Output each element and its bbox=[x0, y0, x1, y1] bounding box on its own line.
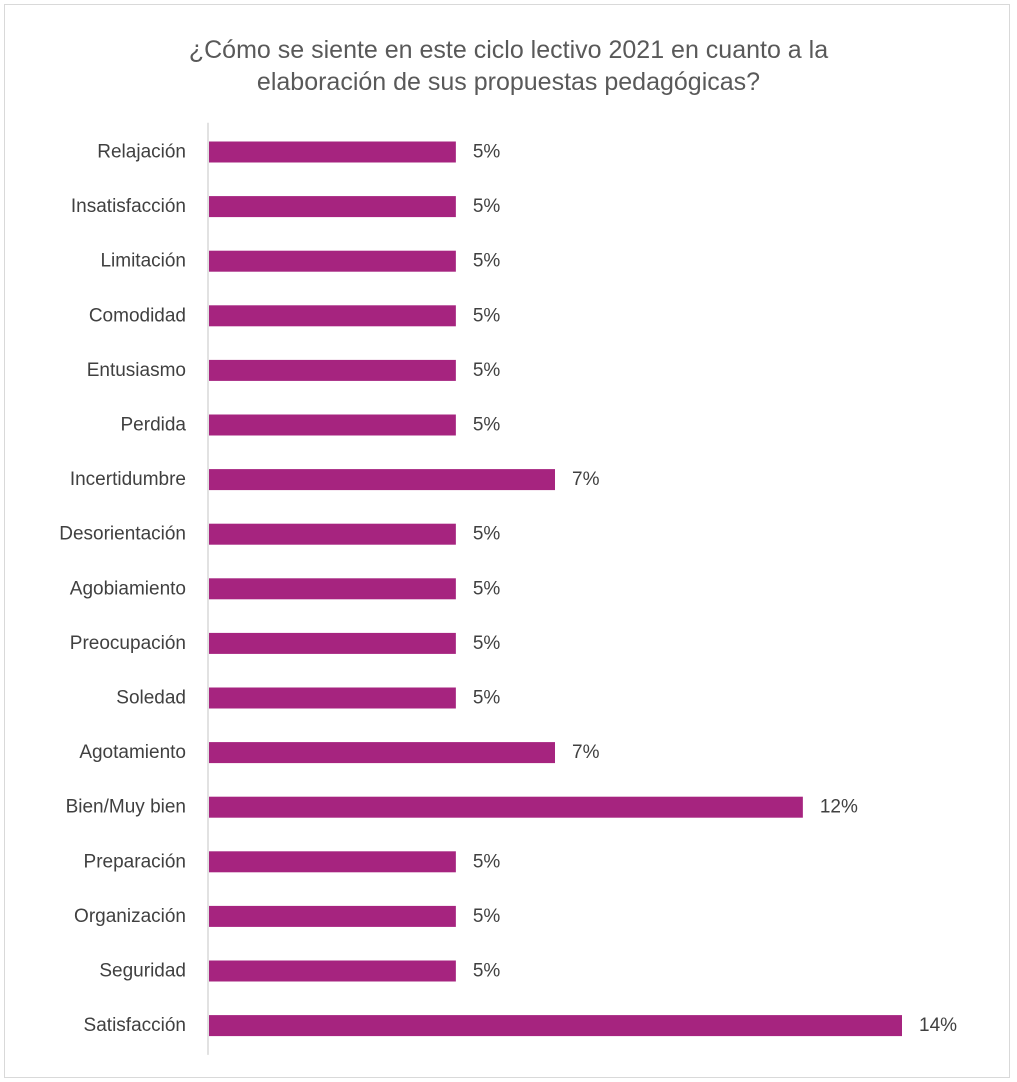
value-label: 5% bbox=[473, 851, 501, 872]
value-label: 5% bbox=[473, 906, 501, 927]
category-label: Perdida bbox=[121, 415, 187, 436]
bar bbox=[209, 1015, 902, 1037]
category-label: Entusiasmo bbox=[87, 360, 186, 381]
bar bbox=[209, 905, 456, 927]
bar bbox=[209, 196, 456, 218]
category-label: Relajación bbox=[97, 142, 186, 163]
category-label: Incertidumbre bbox=[70, 469, 186, 490]
value-label: 5% bbox=[473, 578, 501, 599]
bar bbox=[209, 796, 803, 818]
category-label: Comodidad bbox=[89, 305, 186, 326]
category-label: Organización bbox=[74, 906, 186, 927]
category-label: Agotamiento bbox=[79, 742, 186, 763]
value-label: 12% bbox=[820, 797, 858, 818]
bar bbox=[209, 141, 456, 163]
category-label: Desorientación bbox=[59, 524, 186, 545]
bar bbox=[209, 305, 456, 327]
value-label: 5% bbox=[473, 415, 501, 436]
category-label: Seguridad bbox=[99, 961, 186, 982]
chart-frame bbox=[4, 4, 1010, 1078]
value-label: 5% bbox=[473, 524, 501, 545]
value-label: 14% bbox=[919, 1015, 957, 1036]
value-label: 5% bbox=[473, 251, 501, 272]
chart-title-line-1: ¿Cómo se siente en este ciclo lectivo 20… bbox=[188, 36, 829, 64]
bar bbox=[209, 851, 456, 873]
category-label: Bien/Muy bien bbox=[66, 797, 186, 818]
value-label: 7% bbox=[572, 742, 600, 763]
category-label: Preocupación bbox=[70, 633, 186, 654]
category-label: Limitación bbox=[100, 251, 186, 272]
bar bbox=[209, 359, 456, 381]
value-label: 5% bbox=[473, 305, 501, 326]
value-label: 5% bbox=[473, 688, 501, 709]
bar bbox=[209, 469, 555, 491]
bar bbox=[209, 687, 456, 709]
bar bbox=[209, 523, 456, 545]
bar bbox=[209, 742, 555, 764]
value-label: 5% bbox=[473, 961, 501, 982]
bar bbox=[209, 960, 456, 982]
value-label: 7% bbox=[572, 469, 600, 490]
value-label: 5% bbox=[473, 633, 501, 654]
category-label: Agobiamiento bbox=[70, 578, 186, 599]
bar bbox=[209, 632, 456, 654]
chart-title: ¿Cómo se siente en este ciclo lectivo 20… bbox=[0, 34, 1017, 98]
category-label: Insatisfacción bbox=[71, 196, 186, 217]
category-label: Satisfacción bbox=[84, 1015, 186, 1036]
value-label: 5% bbox=[473, 360, 501, 381]
category-label: Soledad bbox=[116, 688, 186, 709]
value-label: 5% bbox=[473, 196, 501, 217]
category-label: Preparación bbox=[84, 851, 186, 872]
bar bbox=[209, 578, 456, 600]
bar bbox=[209, 414, 456, 436]
bar bbox=[209, 250, 456, 272]
value-label: 5% bbox=[473, 142, 501, 163]
chart-title-line-2: elaboración de sus propuestas pedagógica… bbox=[256, 68, 761, 96]
